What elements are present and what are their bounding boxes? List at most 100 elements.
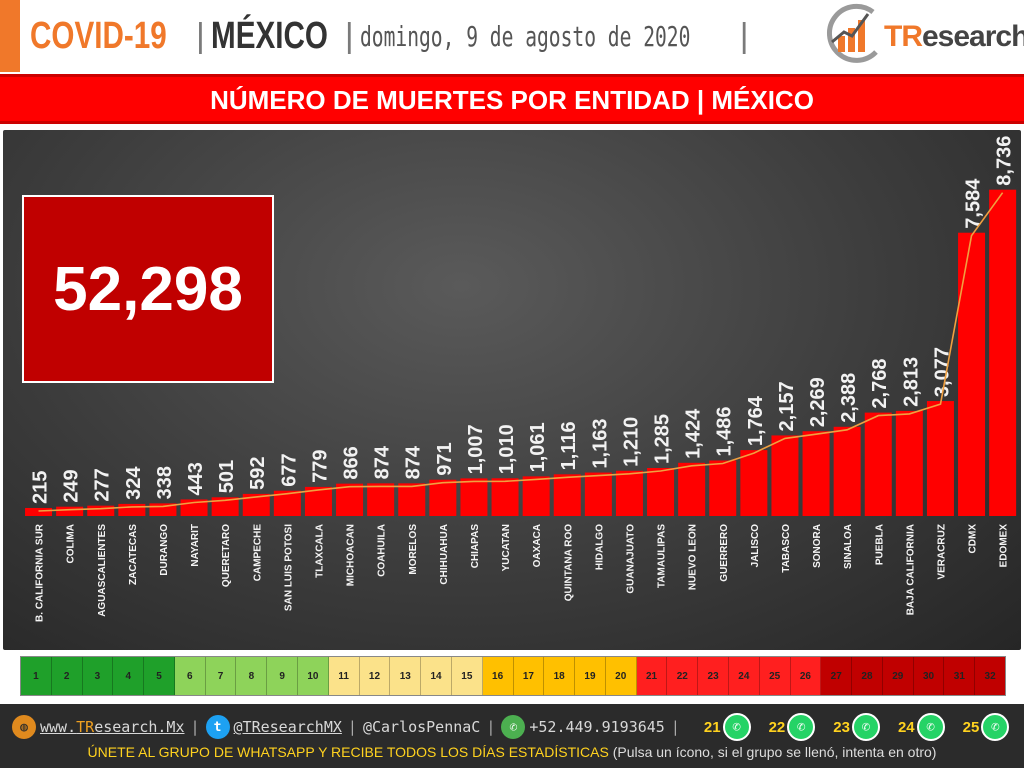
data-label: 874 xyxy=(403,445,425,479)
whatsapp-icon: ✆ xyxy=(722,713,751,741)
phone-number[interactable]: +52.449.9193645 xyxy=(529,718,665,736)
chart-bar xyxy=(460,478,488,516)
rank-cell: 12 xyxy=(359,657,391,695)
rank-cell: 3 xyxy=(82,657,114,695)
category-label: HIDALGO xyxy=(594,524,605,570)
category-label: PUEBLA xyxy=(874,524,885,565)
chart-bar xyxy=(491,478,519,516)
data-label: 1,486 xyxy=(714,406,736,456)
category-label: EDOMEX xyxy=(999,524,1010,568)
chart-bar xyxy=(118,503,146,516)
whatsapp-group-number: 25 xyxy=(962,718,980,736)
category-label: COLIMA xyxy=(66,524,77,563)
data-label: 779 xyxy=(309,450,331,483)
rank-cell: 15 xyxy=(451,657,483,695)
chart-bar xyxy=(429,479,457,516)
data-label: 1,061 xyxy=(527,422,549,472)
chart-bar xyxy=(87,505,115,516)
chart-bar xyxy=(989,189,1017,517)
category-label: SONORA xyxy=(812,524,823,568)
chart-bar xyxy=(958,232,986,516)
rank-cell: 19 xyxy=(575,657,606,695)
data-label: 249 xyxy=(61,469,83,502)
footer: ◍ www.TResearch.Mx | t @TResearchMX | @C… xyxy=(0,704,1024,768)
data-label: 971 xyxy=(434,442,456,475)
rank-cell: 2 xyxy=(51,657,83,695)
rank-cell: 9 xyxy=(267,657,299,695)
phone-icon: ✆ xyxy=(501,715,526,739)
logo-text: TResearch xyxy=(884,20,1024,53)
rank-cell: 10 xyxy=(298,657,329,695)
chart-bar xyxy=(864,412,892,516)
whatsapp-group-button[interactable]: 22 ✆ xyxy=(769,713,816,741)
category-label: MICHOACAN xyxy=(346,524,357,586)
data-label: 1,210 xyxy=(620,417,642,467)
whatsapp-icon: ✆ xyxy=(787,713,816,741)
twitter-handle-2[interactable]: @CarlosPennaC xyxy=(362,718,481,736)
category-label: CAMPECHE xyxy=(252,524,263,582)
category-label: CHIHUAHUA xyxy=(439,524,450,585)
whatsapp-group-button[interactable]: 24 ✆ xyxy=(898,713,945,741)
category-label: JALISCO xyxy=(750,524,761,568)
footer-contacts: ◍ www.TResearch.Mx | t @TResearchMX | @C… xyxy=(12,712,1024,742)
chart-bar xyxy=(398,483,426,516)
chart-bar xyxy=(833,426,861,516)
data-label: 2,269 xyxy=(807,377,829,427)
twitter-link[interactable]: @TResearchMX xyxy=(233,718,342,736)
globe-icon: ◍ xyxy=(12,715,36,739)
rank-cell: 18 xyxy=(544,657,576,695)
data-label: 215 xyxy=(30,471,52,504)
category-label: TABASCO xyxy=(781,524,792,573)
rank-cell: 1 xyxy=(21,657,52,695)
chart-bar xyxy=(895,410,923,516)
whatsapp-groups: 21✆22✆23✆24✆25✆20✆ xyxy=(686,713,1024,741)
twitter-icon: t xyxy=(205,715,230,739)
chart-bar xyxy=(211,497,239,516)
rank-cell: 26 xyxy=(790,657,822,695)
data-label: 592 xyxy=(247,457,269,490)
title-date: domingo, 9 de agosto de 2020 xyxy=(359,19,691,53)
tresearch-logo[interactable]: TResearch xyxy=(818,2,1024,68)
chart-bar xyxy=(553,474,581,516)
category-label: ZACATECAS xyxy=(128,524,139,585)
chart-title: NÚMERO DE MUERTES POR ENTIDAD | MÉXICO xyxy=(210,85,814,115)
whatsapp-group-button[interactable]: 21 ✆ xyxy=(704,713,751,741)
data-label: 277 xyxy=(92,468,114,501)
data-label: 443 xyxy=(185,462,207,495)
whatsapp-group-button[interactable]: 25 ✆ xyxy=(963,713,1010,741)
data-label: 1,010 xyxy=(496,424,518,474)
chart-bar xyxy=(802,431,830,516)
footer-separator: | xyxy=(347,718,357,736)
data-label: 2,813 xyxy=(900,357,922,407)
rank-strip: 1 2 3 4 5 6 7 8 9 10 11 12 13 14 15 16 17 18 19 20 21 22 23 24 2… xyxy=(20,656,1006,696)
data-label: 8,736 xyxy=(994,136,1016,186)
chart-bar xyxy=(647,468,675,516)
data-label: 1,116 xyxy=(558,421,580,470)
rank-cell: 8 xyxy=(236,657,268,695)
website-link[interactable]: www.TResearch.Mx xyxy=(40,718,185,736)
category-label: OAXACA xyxy=(532,524,543,567)
data-label: 1,007 xyxy=(465,424,487,474)
data-label: 677 xyxy=(278,453,300,486)
rank-cell: 14 xyxy=(421,657,452,695)
category-label: GUANAJUATO xyxy=(625,524,636,594)
chart-bar xyxy=(367,483,395,516)
rank-cell: 5 xyxy=(144,657,175,695)
chart-bar xyxy=(615,470,643,516)
category-label: CDMX xyxy=(968,524,979,554)
whatsapp-icon: ✆ xyxy=(851,713,880,741)
rank-cell: 7 xyxy=(205,657,237,695)
chart-bar xyxy=(678,462,706,516)
whatsapp-group-button[interactable]: 23 ✆ xyxy=(833,713,880,741)
rank-cell: 16 xyxy=(482,657,514,695)
whatsapp-group-number: 24 xyxy=(897,718,915,736)
whatsapp-cta: ÚNETE AL GRUPO DE WHATSAPP Y RECIBE TODO… xyxy=(87,744,609,760)
whatsapp-group-number: 21 xyxy=(703,718,721,736)
chart-bar xyxy=(584,472,612,516)
category-label: CHIAPAS xyxy=(470,524,481,569)
bar-chart: 215 B. CALIFORNIA SUR 249 COLIMA 277 AGUASCAL… xyxy=(25,136,1017,622)
chart-bar xyxy=(709,460,737,516)
data-label: 1,764 xyxy=(745,395,767,446)
rank-cell: 24 xyxy=(728,657,760,695)
data-label: 1,424 xyxy=(683,408,705,459)
